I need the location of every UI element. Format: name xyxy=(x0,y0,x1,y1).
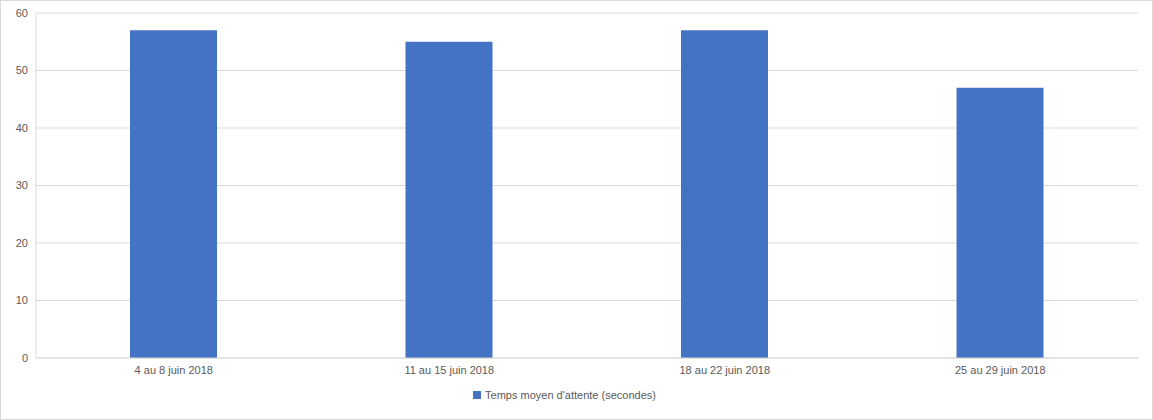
svg-text:11 au 15 juin 2018: 11 au 15 juin 2018 xyxy=(404,364,494,376)
svg-text:18 au 22 juin 2018: 18 au 22 juin 2018 xyxy=(679,364,770,376)
svg-text:40: 40 xyxy=(16,122,28,134)
svg-text:60: 60 xyxy=(16,7,28,19)
svg-text:4 au 8 juin 2018: 4 au 8 juin 2018 xyxy=(135,364,213,376)
svg-text:50: 50 xyxy=(16,64,28,76)
svg-text:30: 30 xyxy=(16,179,28,191)
svg-text:25 au 29 juin 2018: 25 au 29 juin 2018 xyxy=(955,364,1046,376)
svg-text:0: 0 xyxy=(22,352,28,364)
html-text:Temps moyen d'attente (seconde: Temps moyen d'attente (secondes) xyxy=(485,389,656,401)
svg-text:20: 20 xyxy=(16,237,28,249)
svg-text:10: 10 xyxy=(16,294,28,306)
